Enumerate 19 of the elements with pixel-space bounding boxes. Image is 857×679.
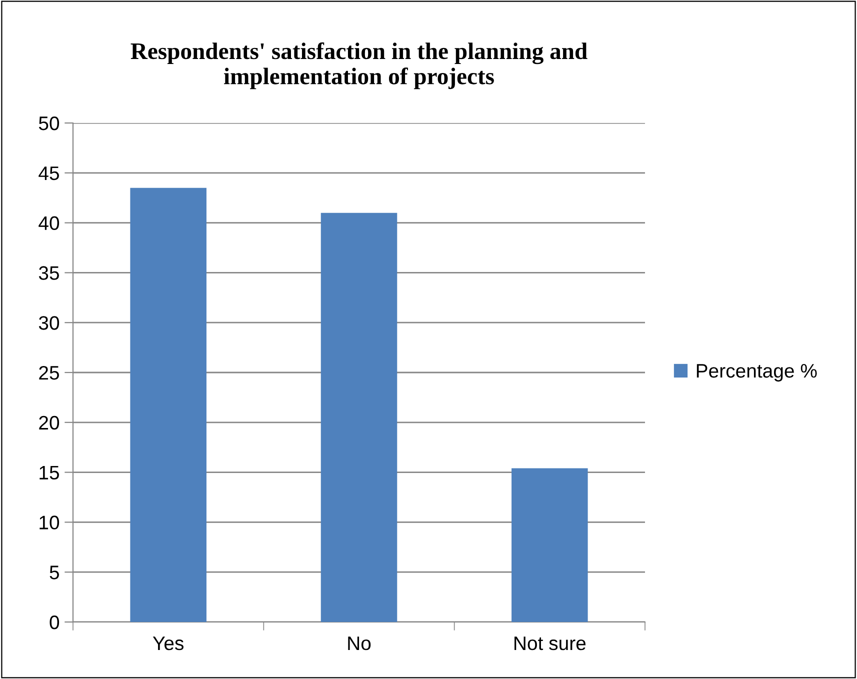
bar	[512, 468, 588, 622]
x-tick-label: Yes	[152, 636, 184, 650]
x-tick-label: No	[348, 636, 371, 650]
x-tick-label: Not sure	[514, 636, 586, 650]
legend-label: Percentage %	[696, 364, 817, 382]
y-tick-label: 5	[50, 566, 59, 580]
y-tick-label: 35	[38, 266, 59, 280]
y-tick-label: 25	[39, 366, 59, 380]
y-tick-label: 10	[40, 516, 60, 530]
y-tick-label: 0	[50, 615, 60, 630]
y-tick-label: 30	[38, 316, 60, 330]
chart-title: Respondents' satisfaction in the planning and implementation of projects	[130, 42, 588, 90]
y-tick-label: 40	[38, 216, 60, 230]
bar	[130, 188, 206, 622]
bar	[320, 212, 398, 622]
y-tick-label: 15	[40, 466, 59, 480]
y-tick-label: 20	[39, 416, 60, 430]
y-tick-label: 50	[38, 116, 60, 130]
y-tick-label: 45	[38, 166, 59, 180]
